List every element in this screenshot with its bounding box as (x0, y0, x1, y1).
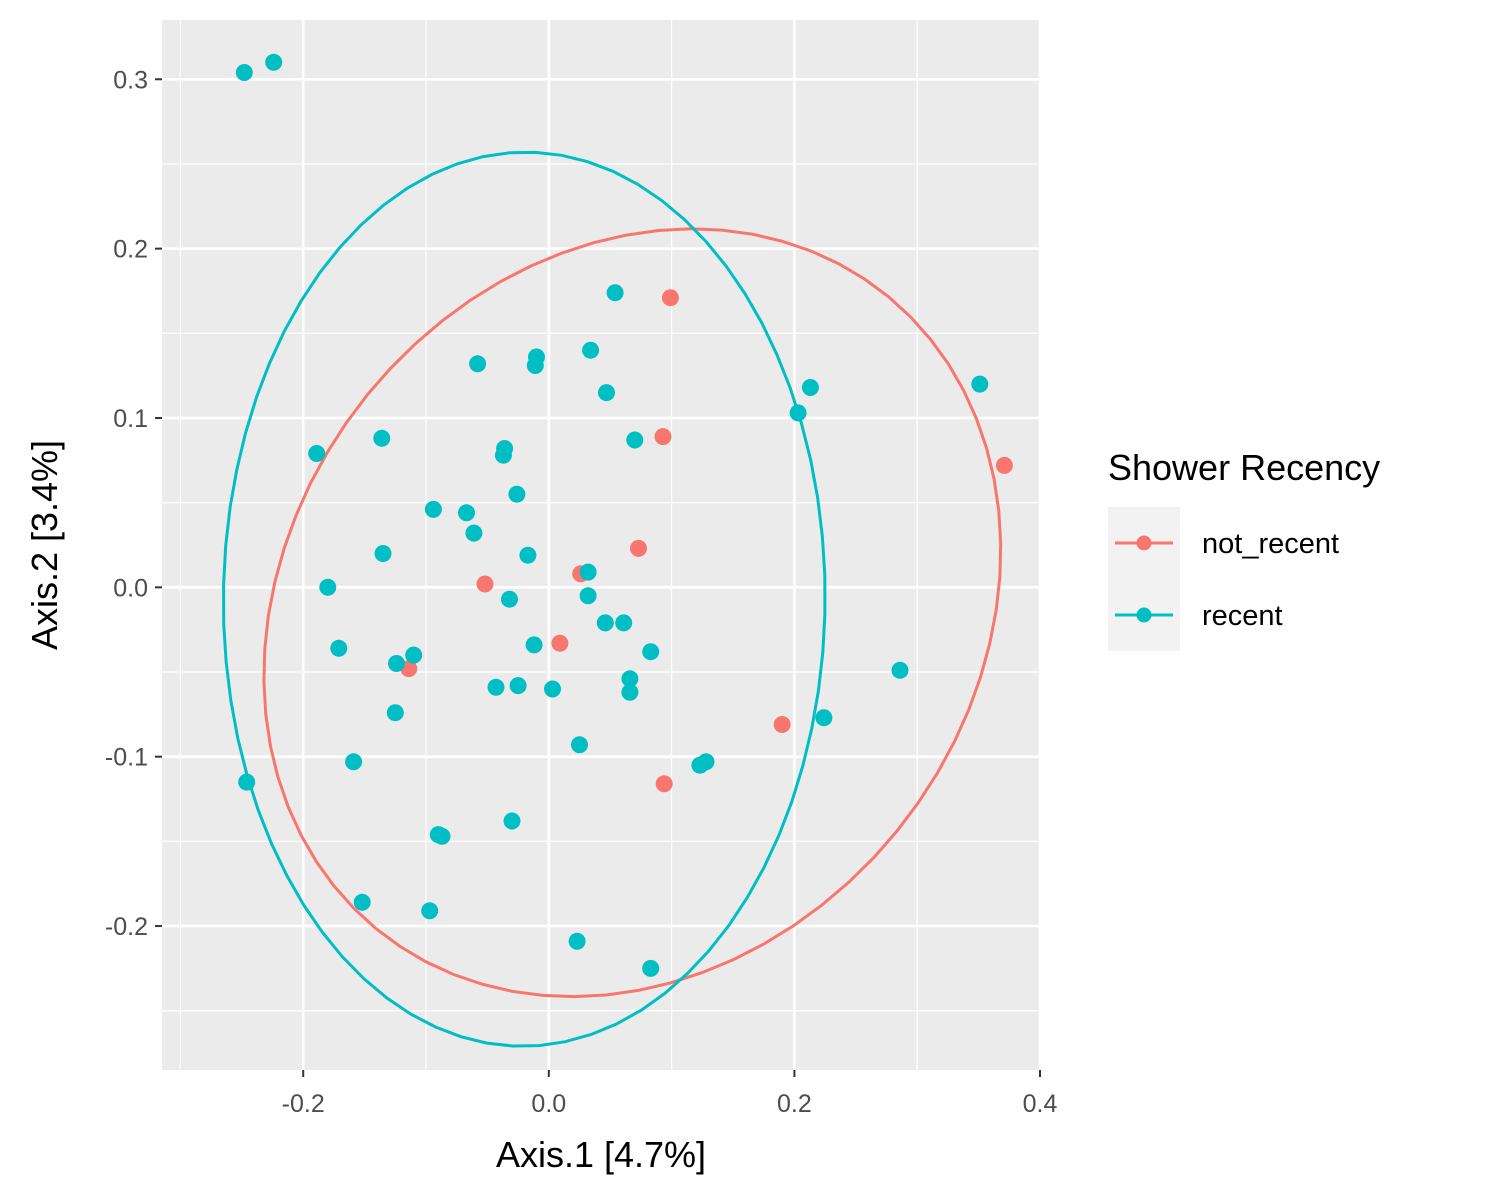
point-recent (579, 587, 597, 605)
x-tick-label: 0.0 (531, 1090, 566, 1118)
y-tick-label: 0.0 (113, 574, 148, 602)
point-recent (238, 773, 256, 791)
point-not-recent (476, 575, 494, 593)
point-recent (265, 53, 283, 71)
point-recent (503, 812, 521, 830)
x-tick-label: 0.4 (1023, 1090, 1058, 1118)
point-recent (568, 932, 586, 950)
point-recent (386, 704, 404, 722)
point-recent (615, 614, 633, 632)
point-recent (606, 284, 624, 302)
point-recent (465, 524, 483, 542)
point-recent (421, 902, 439, 920)
y-tick-label: -0.1 (105, 744, 148, 772)
panel-background (162, 20, 1040, 1070)
x-tick-label: 0.2 (777, 1090, 812, 1118)
point-recent (424, 500, 442, 518)
legend-key-point-recent (1136, 607, 1152, 623)
point-not-recent (655, 775, 673, 793)
point-recent (642, 643, 660, 661)
point-recent (789, 404, 807, 422)
point-recent (345, 753, 363, 771)
minor-gridlines (162, 20, 1040, 1070)
y-tick-label: 0.3 (113, 66, 148, 94)
point-recent (509, 677, 527, 695)
point-recent (971, 375, 989, 393)
x-axis-ticks: -0.2 0.0 0.2 0.4 (282, 1070, 1058, 1118)
point-not-recent (995, 456, 1013, 474)
point-recent (801, 379, 819, 396)
legend-key-point-not-recent (1136, 535, 1152, 551)
point-recent (373, 429, 391, 447)
point-not-recent (654, 428, 672, 446)
point-recent (405, 646, 423, 664)
point-not-recent (630, 539, 647, 557)
ellipse-not-recent (262, 227, 1003, 999)
point-recent (642, 959, 660, 977)
point-recent (621, 670, 639, 688)
point-recent (388, 655, 405, 672)
y-axis-title: Axis.2 [3.4%] (24, 440, 65, 650)
legend-label-recent: recent (1202, 600, 1283, 632)
x-tick-label: -0.2 (282, 1090, 325, 1118)
point-not-recent (773, 716, 791, 733)
point-recent (487, 678, 505, 696)
data-points (235, 53, 1013, 977)
point-recent (494, 446, 512, 464)
point-recent (458, 504, 475, 522)
ellipse-recent (222, 150, 827, 1048)
point-recent (374, 545, 392, 562)
confidence-ellipses (222, 150, 1003, 1048)
point-recent (626, 431, 644, 449)
point-recent (508, 485, 526, 503)
point-recent (544, 680, 561, 698)
y-tick-label: 0.2 (113, 236, 148, 264)
y-axis-ticks: -0.2 -0.1 0.0 0.1 0.2 0.3 (105, 66, 162, 941)
point-recent (433, 827, 451, 845)
point-recent (501, 590, 518, 608)
point-recent (621, 683, 639, 701)
point-recent (353, 893, 371, 911)
legend: Shower Recency not_recent recent (1108, 447, 1380, 651)
point-not-recent (661, 289, 679, 307)
point-recent (235, 64, 253, 81)
point-not-recent (551, 634, 569, 652)
point-recent (815, 709, 833, 727)
point-recent (596, 614, 614, 632)
y-tick-label: -0.2 (105, 913, 148, 941)
major-gridlines (162, 20, 1042, 1070)
point-recent (526, 357, 544, 374)
legend-label-not-recent: not_recent (1202, 528, 1339, 560)
point-recent (330, 639, 348, 657)
point-recent (308, 445, 326, 462)
point-recent (579, 563, 597, 581)
point-recent (525, 636, 543, 654)
point-recent (319, 578, 337, 596)
point-recent (582, 341, 600, 359)
y-tick-label: 0.1 (113, 405, 148, 433)
point-recent (519, 546, 537, 564)
legend-title: Shower Recency (1108, 447, 1380, 488)
point-recent (697, 753, 715, 771)
point-recent (469, 355, 487, 373)
point-recent (891, 661, 909, 679)
point-recent (598, 384, 615, 402)
point-recent (571, 736, 588, 754)
x-axis-title: Axis.1 [4.7%] (496, 1134, 706, 1175)
